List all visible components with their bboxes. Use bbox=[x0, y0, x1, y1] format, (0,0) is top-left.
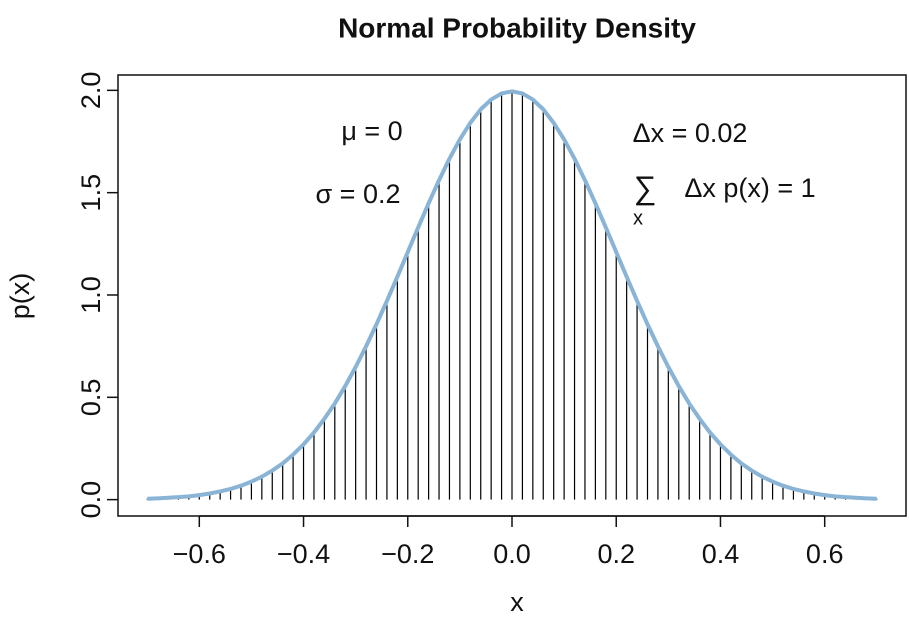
y-tick-label: 0.0 bbox=[76, 481, 106, 519]
annotation: μ = 0 bbox=[341, 116, 402, 146]
y-axis-label: p(x) bbox=[5, 273, 35, 320]
y-tick-label: 1.5 bbox=[76, 174, 106, 212]
y-tick-label: 2.0 bbox=[76, 72, 106, 110]
x-tick-label: −0.6 bbox=[173, 539, 226, 569]
chart-title: Normal Probability Density bbox=[338, 12, 696, 43]
x-tick-label: −0.4 bbox=[277, 539, 330, 569]
annotation: x bbox=[633, 207, 643, 229]
x-axis-label: x bbox=[510, 587, 524, 617]
x-tick-label: −0.2 bbox=[381, 539, 434, 569]
y-tick-label: 1.0 bbox=[76, 276, 106, 314]
density-curve bbox=[147, 89, 877, 501]
y-tick-label: 0.5 bbox=[76, 379, 106, 417]
annotation: σ = 0.2 bbox=[316, 179, 401, 209]
x-tick-label: 0.0 bbox=[493, 539, 531, 569]
x-tick-label: 0.4 bbox=[702, 539, 740, 569]
annotation: Δx p(x) = 1 bbox=[684, 173, 815, 203]
x-tick-label: 0.2 bbox=[597, 539, 635, 569]
x-tick-label: 0.6 bbox=[806, 539, 844, 569]
annotation: ∑ bbox=[634, 169, 657, 205]
annotation: Δx = 0.02 bbox=[633, 118, 748, 148]
